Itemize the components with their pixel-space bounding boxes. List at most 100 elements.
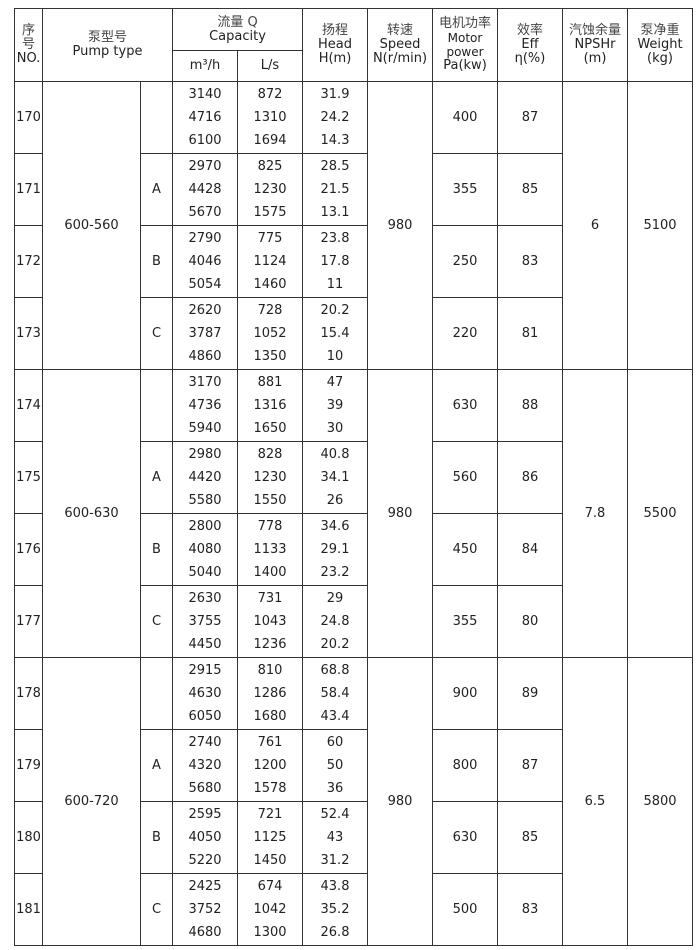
header-power: 电机功率 Motor power Pa(kw) (432, 8, 498, 82)
table-body: 170 600-560 3140 4716 6100 872 1310 1694 31.9 24.… (14, 81, 693, 946)
header-type-en: Pump type (72, 44, 143, 59)
header-eff-en: Eff (521, 37, 539, 52)
head: 52.4 43 31.2 (302, 801, 368, 874)
npshr: 7.8 (562, 369, 628, 658)
head: 34.6 29.1 23.2 (302, 513, 368, 586)
flow-ls-value: 1125 (253, 830, 287, 845)
motor-power: 800 (432, 729, 498, 802)
header-speed-cn: 转速 (386, 23, 413, 38)
efficiency: 83 (497, 225, 563, 298)
head-value: 23.8 (320, 231, 350, 246)
flow-ls-value: 1578 (253, 781, 287, 796)
motor-power: 220 (432, 297, 498, 370)
head: 43.8 35.2 26.8 (302, 873, 368, 946)
flow-m3h-value: 6100 (188, 133, 222, 148)
flow-m3h: 2595 4050 5220 (172, 801, 238, 874)
head: 68.8 58.4 43.4 (302, 657, 368, 730)
efficiency: 87 (497, 729, 563, 802)
flow-m3h-value: 2595 (188, 807, 222, 822)
header-power-cn: 电机功率 (438, 16, 491, 31)
head-value: 28.5 (320, 159, 350, 174)
head-value: 26 (326, 493, 344, 508)
flow-ls-value: 778 (257, 519, 283, 534)
header-speed: 转速 Speed N(r/min) (367, 8, 433, 82)
head-value: 30 (326, 421, 344, 436)
head-value: 39 (326, 398, 344, 413)
flow-ls-value: 1052 (253, 326, 287, 341)
head-value: 29.1 (320, 542, 350, 557)
flow-m3h: 2790 4046 5054 (172, 225, 238, 298)
head-value: 23.2 (320, 565, 350, 580)
head-value: 36 (326, 781, 344, 796)
motor-power: 250 (432, 225, 498, 298)
header-eff-unit: η(%) (514, 51, 546, 66)
row-number: 179 (14, 729, 43, 802)
table-row: 176 B 2800 4080 5040 778 1133 1400 34.6 29.1 23.2 4… (14, 513, 693, 586)
head-value: 10 (326, 349, 344, 364)
flow-m3h: 2425 3752 4680 (172, 873, 238, 946)
flow-m3h-value: 2915 (188, 663, 222, 678)
weight: 5100 (627, 81, 693, 370)
flow-m3h-value: 5940 (188, 421, 222, 436)
header-power-unit: Pa(kw) (443, 58, 487, 73)
flow-ls-value: 1350 (253, 349, 287, 364)
header-npsh-cn: 汽蚀余量 (568, 23, 621, 38)
pump-variant (140, 369, 173, 442)
header-speed-en: Speed (379, 37, 421, 52)
flow-ls-value: 1124 (253, 254, 287, 269)
flow-ls-value: 1460 (253, 277, 287, 292)
row-number: 181 (14, 873, 43, 946)
flow-m3h-value: 4046 (188, 254, 222, 269)
header-capacity: 流量 Q Capacity (172, 8, 303, 51)
flow-ls: 761 1200 1578 (237, 729, 303, 802)
header-no-cn: 序号 (21, 23, 35, 52)
head-value: 58.4 (320, 686, 350, 701)
flow-ls-value: 731 (257, 591, 283, 606)
head-value: 34.6 (320, 519, 350, 534)
pump-variant: B (140, 513, 173, 586)
motor-power: 355 (432, 153, 498, 226)
header-capacity-en: Capacity (209, 28, 266, 44)
flow-m3h-value: 5054 (188, 277, 222, 292)
header-eff: 效率 Eff η(%) (497, 8, 563, 82)
flow-ls: 721 1125 1450 (237, 801, 303, 874)
header-capacity-cn: 流量 Q (217, 14, 258, 30)
flow-ls-value: 1300 (253, 925, 287, 940)
pump-type: 600-630 (42, 369, 141, 658)
flow-m3h-value: 3755 (188, 614, 222, 629)
flow-ls: 825 1230 1575 (237, 153, 303, 226)
flow-m3h-value: 6050 (188, 709, 222, 724)
flow-ls: 775 1124 1460 (237, 225, 303, 298)
head-value: 50 (326, 758, 344, 773)
npshr: 6 (562, 81, 628, 370)
head-value: 24.8 (320, 614, 350, 629)
head: 31.9 24.2 14.3 (302, 81, 368, 154)
flow-m3h-value: 2790 (188, 231, 222, 246)
flow-m3h: 2620 3787 4860 (172, 297, 238, 370)
table-row: 171 A 2970 4428 5670 825 1230 1575 28.5 21.5 13.1 3… (14, 153, 693, 226)
flow-ls-value: 1286 (253, 686, 287, 701)
flow-ls-value: 1694 (253, 133, 287, 148)
flow-ls-value: 761 (257, 735, 283, 750)
flow-ls-value: 674 (257, 879, 283, 894)
flow-m3h-value: 2800 (188, 519, 222, 534)
flow-ls: 778 1133 1400 (237, 513, 303, 586)
motor-power: 355 (432, 585, 498, 658)
head-value: 13.1 (320, 205, 350, 220)
pump-variant: B (140, 225, 173, 298)
header-no-en: NO. (16, 51, 41, 66)
pump-variant: B (140, 801, 173, 874)
flow-ls: 674 1042 1300 (237, 873, 303, 946)
row-number: 171 (14, 153, 43, 226)
head-value: 17.8 (320, 254, 350, 269)
npshr: 6.5 (562, 657, 628, 946)
motor-power: 630 (432, 801, 498, 874)
flow-ls: 828 1230 1550 (237, 441, 303, 514)
flow-ls-value: 828 (257, 447, 283, 462)
head-value: 47 (326, 375, 344, 390)
header-weight-en: Weight (637, 37, 683, 52)
head-value: 31.9 (320, 87, 350, 102)
header-unit-ls: L/s (237, 50, 303, 82)
motor-power: 450 (432, 513, 498, 586)
flow-m3h-value: 5680 (188, 781, 222, 796)
